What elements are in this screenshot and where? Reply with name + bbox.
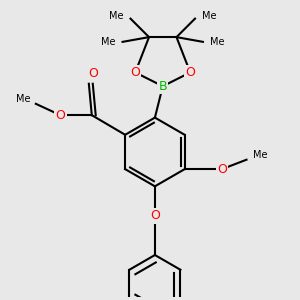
Text: O: O xyxy=(56,109,65,122)
Text: Me: Me xyxy=(202,11,217,21)
Text: O: O xyxy=(185,66,195,79)
Text: Me: Me xyxy=(16,94,30,104)
Text: O: O xyxy=(88,68,98,80)
Text: O: O xyxy=(217,163,227,176)
Text: Me: Me xyxy=(100,37,115,47)
Text: Me: Me xyxy=(211,37,225,47)
Text: Me: Me xyxy=(253,150,268,161)
Text: B: B xyxy=(158,80,167,93)
Text: O: O xyxy=(150,209,160,222)
Text: Me: Me xyxy=(109,11,123,21)
Text: O: O xyxy=(130,66,140,79)
